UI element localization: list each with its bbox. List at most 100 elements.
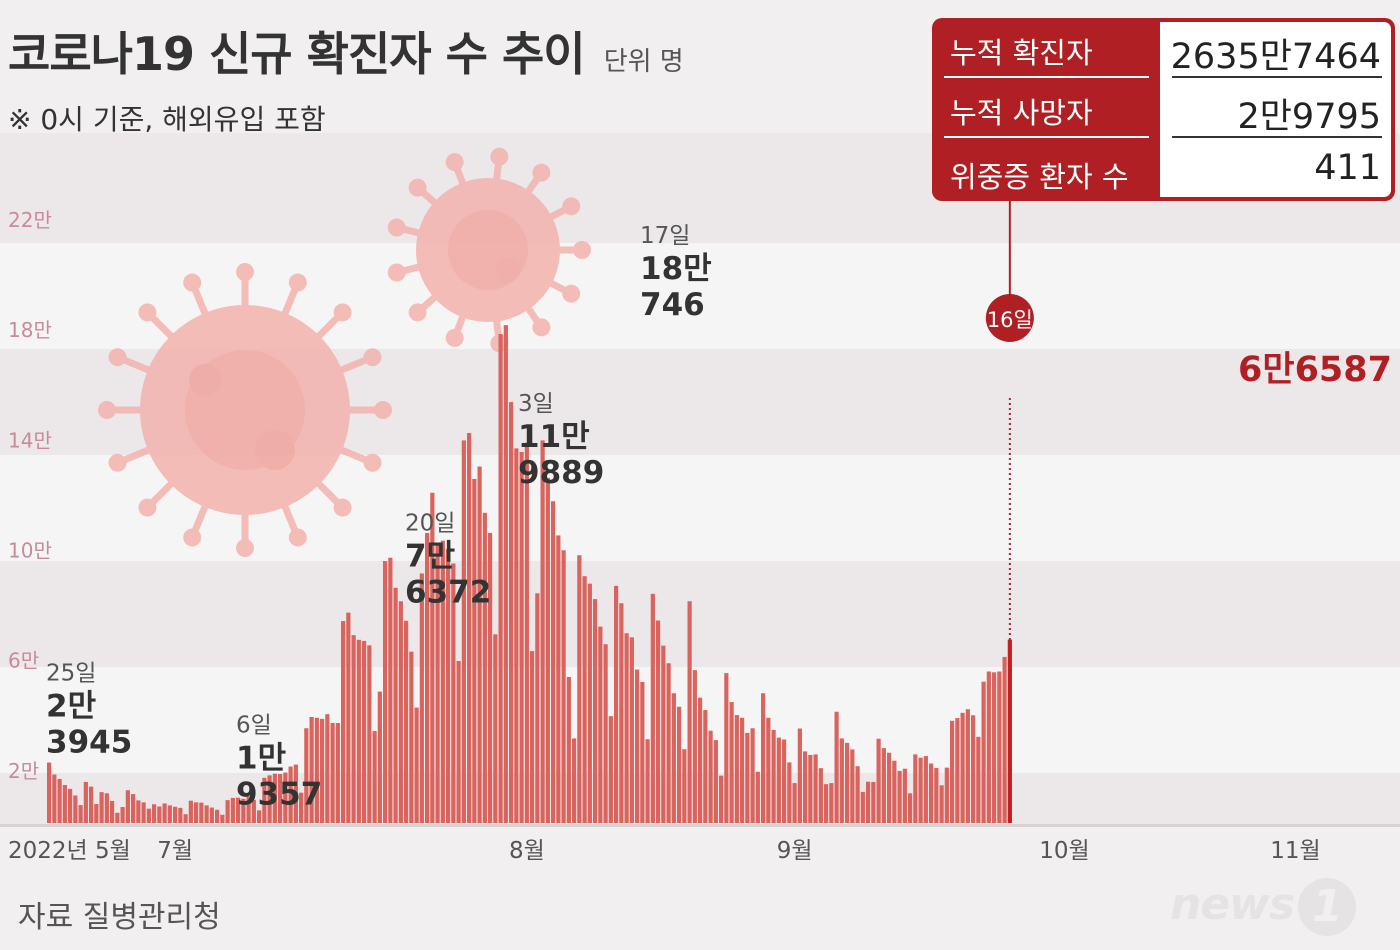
bar [640,681,645,823]
bar [241,798,246,823]
bar [992,672,997,823]
unit-label: 단위 명 [603,47,684,77]
y-tick-label: 22만 [8,208,52,232]
bar [913,754,918,823]
bar [887,752,892,823]
bar [320,718,325,823]
bar [729,702,734,823]
bar [362,640,367,823]
bar [971,715,976,823]
bar [299,792,304,823]
bar [377,691,382,823]
bar [351,635,356,823]
bar [288,766,293,823]
annotation-day: 17일 [640,223,690,249]
bar [451,563,456,823]
bar [687,601,692,823]
bar [204,805,209,823]
summary-values-panel [1160,22,1391,197]
bar [997,671,1002,823]
annotation-value: 9889 [518,455,604,491]
bar [335,723,340,823]
bar [692,670,697,823]
bar [209,807,214,823]
bar [950,720,955,823]
bar [908,793,913,823]
bar [671,693,676,823]
bar [246,796,251,823]
bar [540,440,545,823]
bar [766,717,771,823]
bar [824,784,829,823]
bar [120,807,125,823]
bar [388,557,393,823]
bar [1002,656,1007,823]
annotation-value: 2만 [46,689,96,725]
bar [923,756,928,823]
bar [367,645,372,823]
bar [267,775,272,823]
bar [782,739,787,823]
summary-label-critical: 위중증 환자 수 [950,160,1129,194]
summary-divider [1172,76,1382,78]
logo-text: news [1170,879,1295,930]
bar [493,634,498,823]
bar [215,809,220,823]
annotation-value: 9357 [236,777,322,813]
bar [461,440,466,823]
x-tick-label: 8월 [509,838,545,864]
bar [136,800,141,823]
summary-divider [944,136,1149,138]
bar [834,711,839,823]
bar [199,802,204,823]
bar [104,793,109,823]
bar [141,802,146,823]
bar [482,512,487,823]
bar [624,633,629,823]
bar [593,599,598,823]
bar [955,718,960,823]
bar [393,587,398,823]
bar [488,532,493,823]
x-axis-line [0,824,1400,827]
bar [566,677,571,823]
summary-label-cumulative-cases: 누적 확진자 [950,36,1093,70]
bar [661,645,666,823]
bar [346,612,351,823]
y-tick-label: 14만 [8,428,52,452]
annotation-day: 6일 [236,713,272,739]
bar [614,585,619,823]
bar [603,644,608,823]
virus-icon [98,263,392,557]
bar [89,786,94,823]
bar [530,651,535,823]
bar [52,774,57,823]
bar [818,768,823,823]
bar [556,535,561,823]
bar [855,766,860,823]
bar [535,593,540,823]
bar [803,751,808,823]
bar [167,805,172,823]
bar [115,812,120,823]
latest-day-label: 16일 [987,308,1033,332]
bar [698,697,703,823]
bar [776,737,781,823]
bar [131,794,136,823]
bar [162,803,167,823]
bar [871,781,876,823]
y-tick-label: 2만 [8,759,39,783]
annotation-value: 18만 [640,251,712,287]
bar [897,770,902,823]
bar [929,763,934,823]
bar [981,681,986,823]
bar [524,442,529,823]
x-tick-label: 7월 [157,838,193,864]
source-credit: 자료 질병관리청 [18,900,221,935]
bar [960,712,965,823]
bar [446,548,451,823]
bar [314,717,319,823]
bar [125,790,130,823]
title-block: 코로나19 신규 확진자 수 추이 단위 명 [8,18,684,84]
x-tick-label: 10월 [1039,838,1089,864]
